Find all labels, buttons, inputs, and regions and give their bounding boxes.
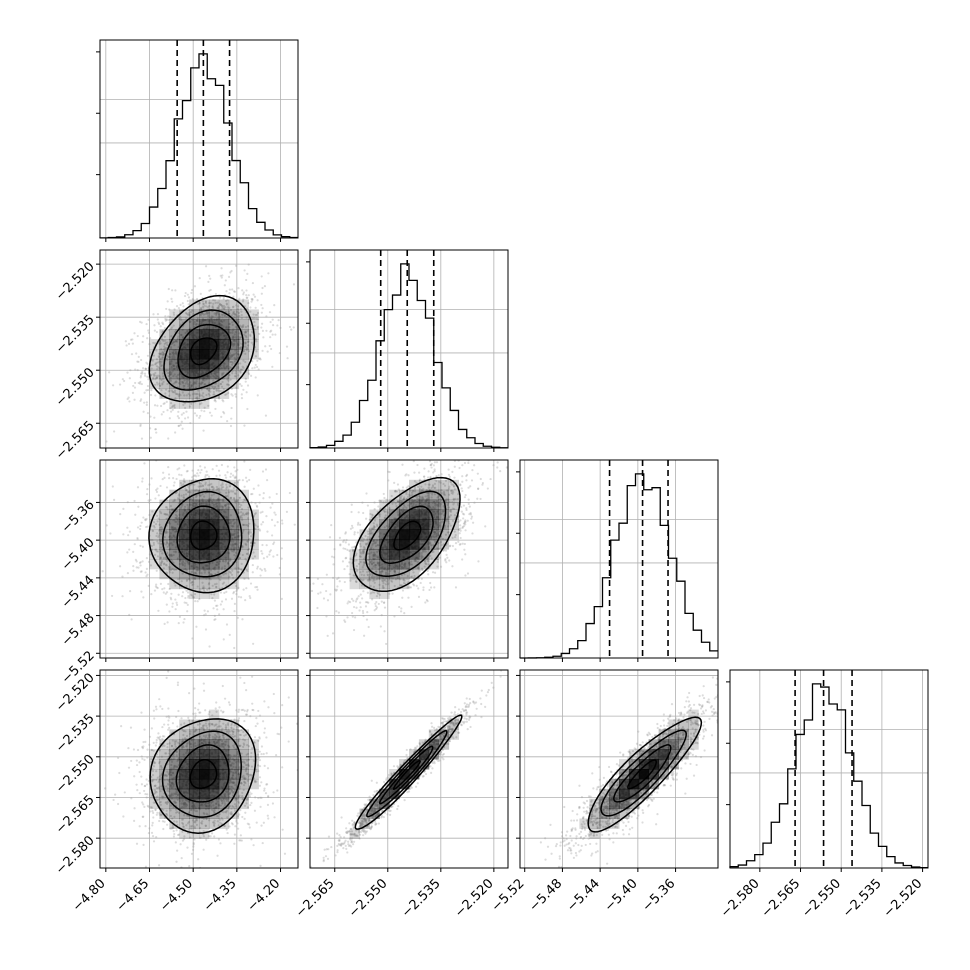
x-tick-label: −5.40 [602, 876, 641, 915]
x-tick-label: −5.44 [564, 876, 603, 915]
density-cells [349, 719, 459, 839]
histogram-bars [729, 683, 928, 869]
panel-frame [309, 459, 509, 659]
histogram-panel-0 [96, 39, 299, 242]
histogram-panel-3 [726, 669, 929, 872]
y-tick-label: −5.40 [59, 535, 98, 574]
y-tick-label: −2.550 [53, 752, 98, 797]
scatter-panel-2-1 [306, 459, 509, 662]
panel-content [539, 676, 718, 868]
density-cells [149, 479, 259, 600]
contour-line [162, 490, 243, 578]
contour-line [177, 323, 232, 379]
histogram-bars [519, 473, 718, 659]
x-tick-label: −4.35 [201, 876, 240, 915]
contour-line [379, 505, 434, 564]
contour-line [176, 505, 231, 564]
x-tick-label: −2.535 [399, 876, 444, 921]
contour-line [393, 520, 422, 551]
x-tick-label: −4.65 [114, 876, 153, 915]
panel-frame [99, 249, 299, 449]
panel-frame [309, 249, 509, 449]
histogram-panel-2 [516, 459, 719, 662]
contour-line [189, 520, 218, 551]
x-tick-label: −4.20 [245, 876, 284, 915]
contour-line [148, 478, 255, 594]
scatter-panel-1-0 [96, 249, 299, 452]
panel-frame [729, 669, 929, 869]
y-tick-label: −2.535 [53, 711, 98, 756]
x-tick-label: −2.565 [293, 876, 338, 921]
scatter-panel-2-0 [96, 459, 299, 662]
contour-line [354, 714, 463, 830]
density-cells [149, 709, 259, 839]
scatter-panel-3-2 [516, 669, 719, 872]
x-tick-label: −5.36 [640, 876, 679, 915]
x-tick-label: −2.520 [452, 876, 497, 921]
y-tick-label: −5.48 [59, 611, 98, 650]
panel-content [310, 670, 503, 868]
contour-line [613, 744, 672, 803]
contour-line [392, 760, 421, 790]
contour-line [365, 490, 447, 577]
scatter-panel-3-1 [306, 669, 509, 872]
contour-line [627, 759, 657, 790]
panel-content [104, 670, 298, 868]
contour-line [587, 716, 703, 833]
contour-line [161, 730, 242, 818]
corner-panels [96, 39, 929, 872]
x-tick-label: −5.48 [526, 876, 565, 915]
contour-line [378, 745, 434, 805]
y-tick-label: −2.520 [53, 259, 98, 304]
y-tick-label: −2.535 [53, 312, 98, 357]
contour-line [175, 744, 230, 803]
x-tick-label: −2.520 [881, 876, 926, 921]
panel-frame [519, 669, 719, 869]
panel-frame [519, 459, 719, 659]
y-tick-label: −5.44 [59, 573, 98, 612]
x-tick-label: −2.550 [799, 876, 844, 921]
panel-content [101, 460, 296, 650]
contour-line [366, 730, 448, 818]
panel-frame [99, 39, 299, 239]
density-cells [579, 709, 699, 839]
contour-line [149, 718, 257, 834]
contour-line [189, 758, 218, 789]
contour-line [352, 476, 461, 593]
y-tick-label: −2.550 [53, 365, 98, 410]
y-tick-label: −5.36 [59, 497, 98, 536]
panel-content [310, 460, 508, 646]
x-tick-label: −2.580 [718, 876, 763, 921]
x-tick-label: −2.565 [759, 876, 804, 921]
y-tick-label: −2.580 [53, 833, 98, 878]
x-tick-label: −5.52 [489, 876, 528, 915]
scatter-panel-3-0 [96, 669, 299, 872]
x-tick-label: −2.535 [840, 876, 885, 921]
x-tick-label: −2.550 [346, 876, 391, 921]
contour-line [163, 309, 244, 391]
contour-line [148, 294, 256, 403]
histogram-panel-1 [306, 249, 509, 452]
panel-frame [99, 459, 299, 659]
y-tick-label: −2.565 [53, 793, 98, 838]
panel-frame [99, 669, 299, 869]
x-tick-label: −4.50 [157, 876, 196, 915]
contour-line [600, 729, 687, 817]
panel-frame [309, 669, 509, 869]
histogram-bars [309, 263, 508, 449]
y-tick-label: −2.565 [53, 418, 98, 463]
contour-line [189, 337, 218, 366]
histogram-bars [99, 53, 298, 239]
panel-content [105, 263, 296, 443]
x-tick-label: −4.80 [70, 876, 109, 915]
